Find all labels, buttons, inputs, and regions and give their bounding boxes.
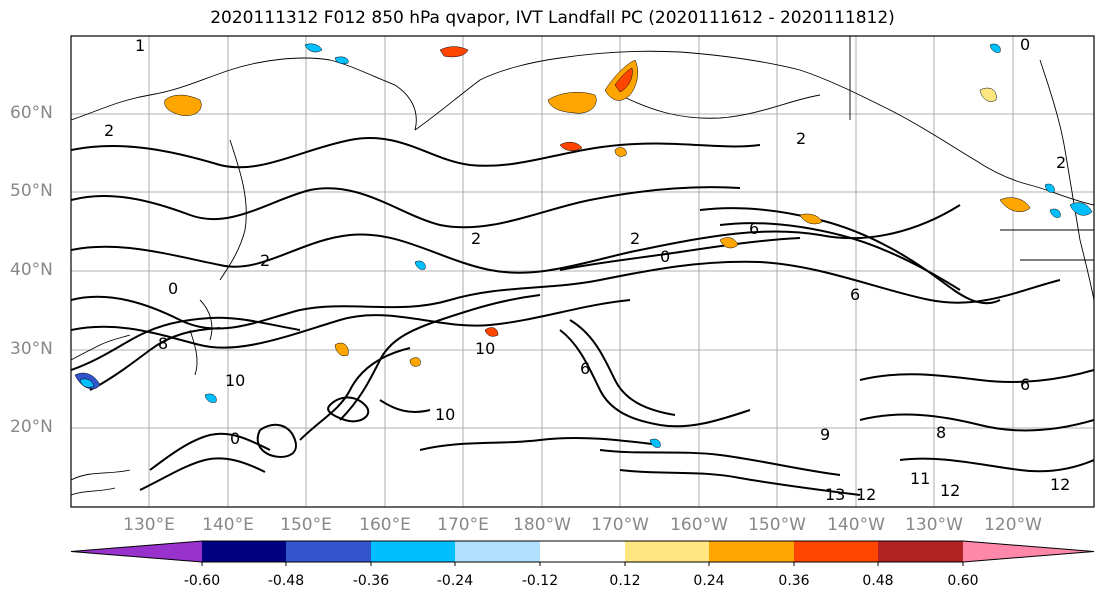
colorbar-tick-label: 0.60 [947, 573, 979, 589]
contour-label: 11 [910, 469, 930, 488]
contour-label: 12 [940, 481, 960, 500]
contour-label: 2 [471, 229, 481, 248]
colorbar-segment [71, 541, 202, 562]
lat-label: 30°N [10, 339, 53, 359]
lon-label: 160°W [670, 515, 728, 535]
lon-label: 140°W [827, 515, 885, 535]
lon-label: 120°W [984, 515, 1042, 535]
colorbar-segment [794, 541, 878, 562]
contour-label: 2 [260, 251, 270, 270]
colorbar-tick-label: 0.12 [609, 573, 641, 589]
contour-label: 6 [749, 219, 759, 238]
contour-label: 1 [135, 36, 145, 55]
colorbar-tick-label: 0.36 [778, 573, 810, 589]
contour-label: 2 [630, 229, 640, 248]
colorbar-tick-label: -0.48 [267, 573, 305, 589]
contour-labels: 1 2 2 2 2 2 2 6 6 6 8 10 10 8 9 10 12 13… [104, 35, 1070, 504]
colorbar-tick-label: -0.12 [521, 573, 559, 589]
colorbar-tick-label: -0.60 [183, 573, 221, 589]
graticule [71, 36, 1094, 507]
colorbar-segment [371, 541, 455, 562]
colorbar-segment [625, 541, 709, 562]
colorbar-tick-label: -0.24 [436, 573, 474, 589]
contour-label: 10 [475, 339, 495, 358]
qvapor-positive-shading [164, 46, 1031, 367]
coastlines [71, 36, 1094, 496]
contour-label: 0 [168, 279, 178, 298]
lon-label: 170°W [591, 515, 649, 535]
qvapor-negative-shading [74, 43, 1093, 448]
colorbar-tick-label: -0.36 [352, 573, 390, 589]
contour-label: 6 [1020, 375, 1030, 394]
contour-label: 0 [230, 429, 240, 448]
contour-label: 10 [225, 371, 245, 390]
lat-label: 40°N [10, 260, 53, 280]
lon-label: 130°W [905, 515, 963, 535]
contour-label: 12 [1050, 475, 1070, 494]
contour-label: 6 [580, 359, 590, 378]
contour-label: 0 [660, 247, 670, 266]
lon-label: 150°W [748, 515, 806, 535]
lon-label: 150°E [280, 515, 332, 535]
contour-label: 0 [1020, 35, 1030, 54]
colorbar-segment [878, 541, 963, 562]
lon-label: 180°W [513, 515, 571, 535]
contour-label: 10 [435, 405, 455, 424]
lat-label: 20°N [10, 417, 53, 437]
contour-label: 8 [936, 423, 946, 442]
colorbar-segment [455, 541, 540, 562]
contour-label: 12 [856, 485, 876, 504]
lon-label: 130°E [123, 515, 175, 535]
contour-label: 13 [825, 485, 845, 504]
plot-background [71, 36, 1094, 507]
contour-label: 8 [158, 334, 168, 353]
lat-label: 50°N [10, 181, 53, 201]
colorbar-tick-label: 0.24 [693, 573, 725, 589]
contour-label: 9 [820, 425, 830, 444]
contour-label: 6 [850, 285, 860, 304]
contour-label: 2 [796, 129, 806, 148]
contour-label: 2 [104, 121, 114, 140]
contour-label: 2 [1056, 153, 1066, 172]
lat-label: 60°N [10, 103, 53, 123]
lon-label: 160°E [359, 515, 411, 535]
colorbar-segment [540, 541, 625, 562]
colorbar-segment [963, 541, 1094, 562]
colorbar-segment [202, 541, 286, 562]
colorbar-tick-label: 0.48 [862, 573, 894, 589]
lon-label: 140°E [202, 515, 254, 535]
map-title: 2020111312 F012 850 hPa qvapor, IVT Land… [210, 8, 895, 28]
colorbar [70, 540, 1095, 566]
ivt-contours [71, 137, 1094, 496]
plot-frame [70, 35, 1095, 508]
colorbar-segment [286, 541, 371, 562]
colorbar-segment [709, 541, 794, 562]
lon-label: 170°E [437, 515, 489, 535]
